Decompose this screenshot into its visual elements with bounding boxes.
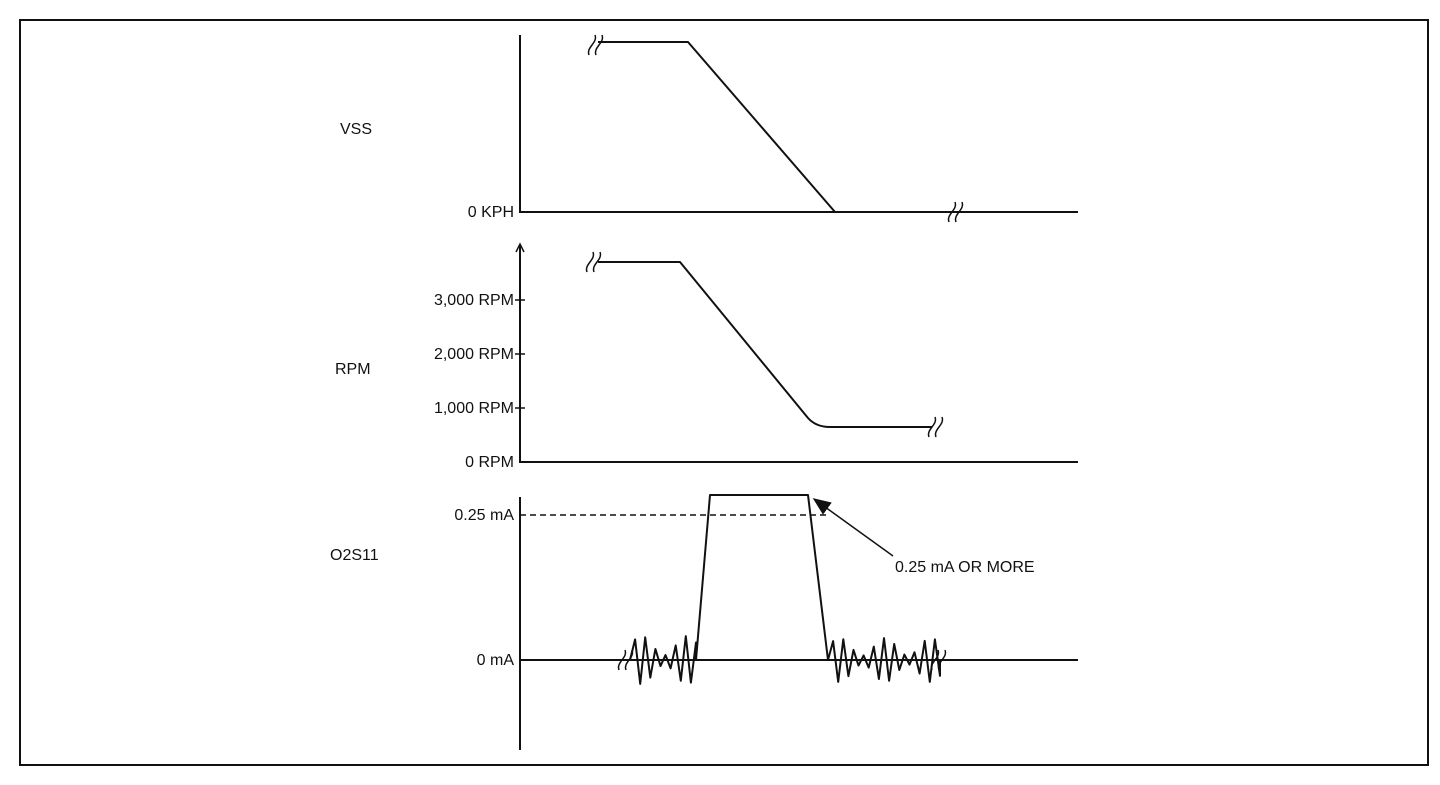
o2-oscillation bbox=[629, 635, 697, 685]
break-symbol bbox=[937, 649, 947, 671]
o2-oscillation bbox=[827, 637, 941, 683]
break-symbol bbox=[954, 201, 964, 223]
panel-label: O2S11 bbox=[330, 547, 379, 564]
break-symbol bbox=[624, 649, 634, 671]
break-symbol bbox=[592, 251, 602, 273]
break-symbol bbox=[934, 416, 944, 438]
tick-label: 0 RPM bbox=[465, 454, 514, 471]
break-symbol bbox=[587, 34, 597, 56]
break-symbol bbox=[585, 251, 595, 273]
tick-label: 2,000 RPM bbox=[434, 346, 514, 363]
panel-label: RPM bbox=[335, 361, 371, 378]
annotation: 0.25 mA OR MORE bbox=[895, 559, 1035, 576]
break-symbol bbox=[947, 201, 957, 223]
tick-label: 3,000 RPM bbox=[434, 292, 514, 309]
tick-label: 0.25 mA bbox=[454, 507, 514, 524]
callout-arrow bbox=[812, 498, 894, 557]
vss-wave bbox=[598, 41, 836, 213]
tick-label: 0 KPH bbox=[468, 204, 514, 221]
break-symbol bbox=[930, 649, 940, 671]
o2-pulse bbox=[695, 494, 829, 661]
break-symbol bbox=[927, 416, 937, 438]
break-symbol bbox=[594, 34, 604, 56]
frame bbox=[19, 19, 1429, 766]
rpm-wave bbox=[598, 261, 932, 428]
tick-label: 0 mA bbox=[477, 652, 515, 669]
break-symbol bbox=[617, 649, 627, 671]
panel-label: VSS bbox=[340, 121, 372, 138]
rpm-arrow bbox=[515, 242, 525, 253]
tick-label: 1,000 RPM bbox=[434, 400, 514, 417]
